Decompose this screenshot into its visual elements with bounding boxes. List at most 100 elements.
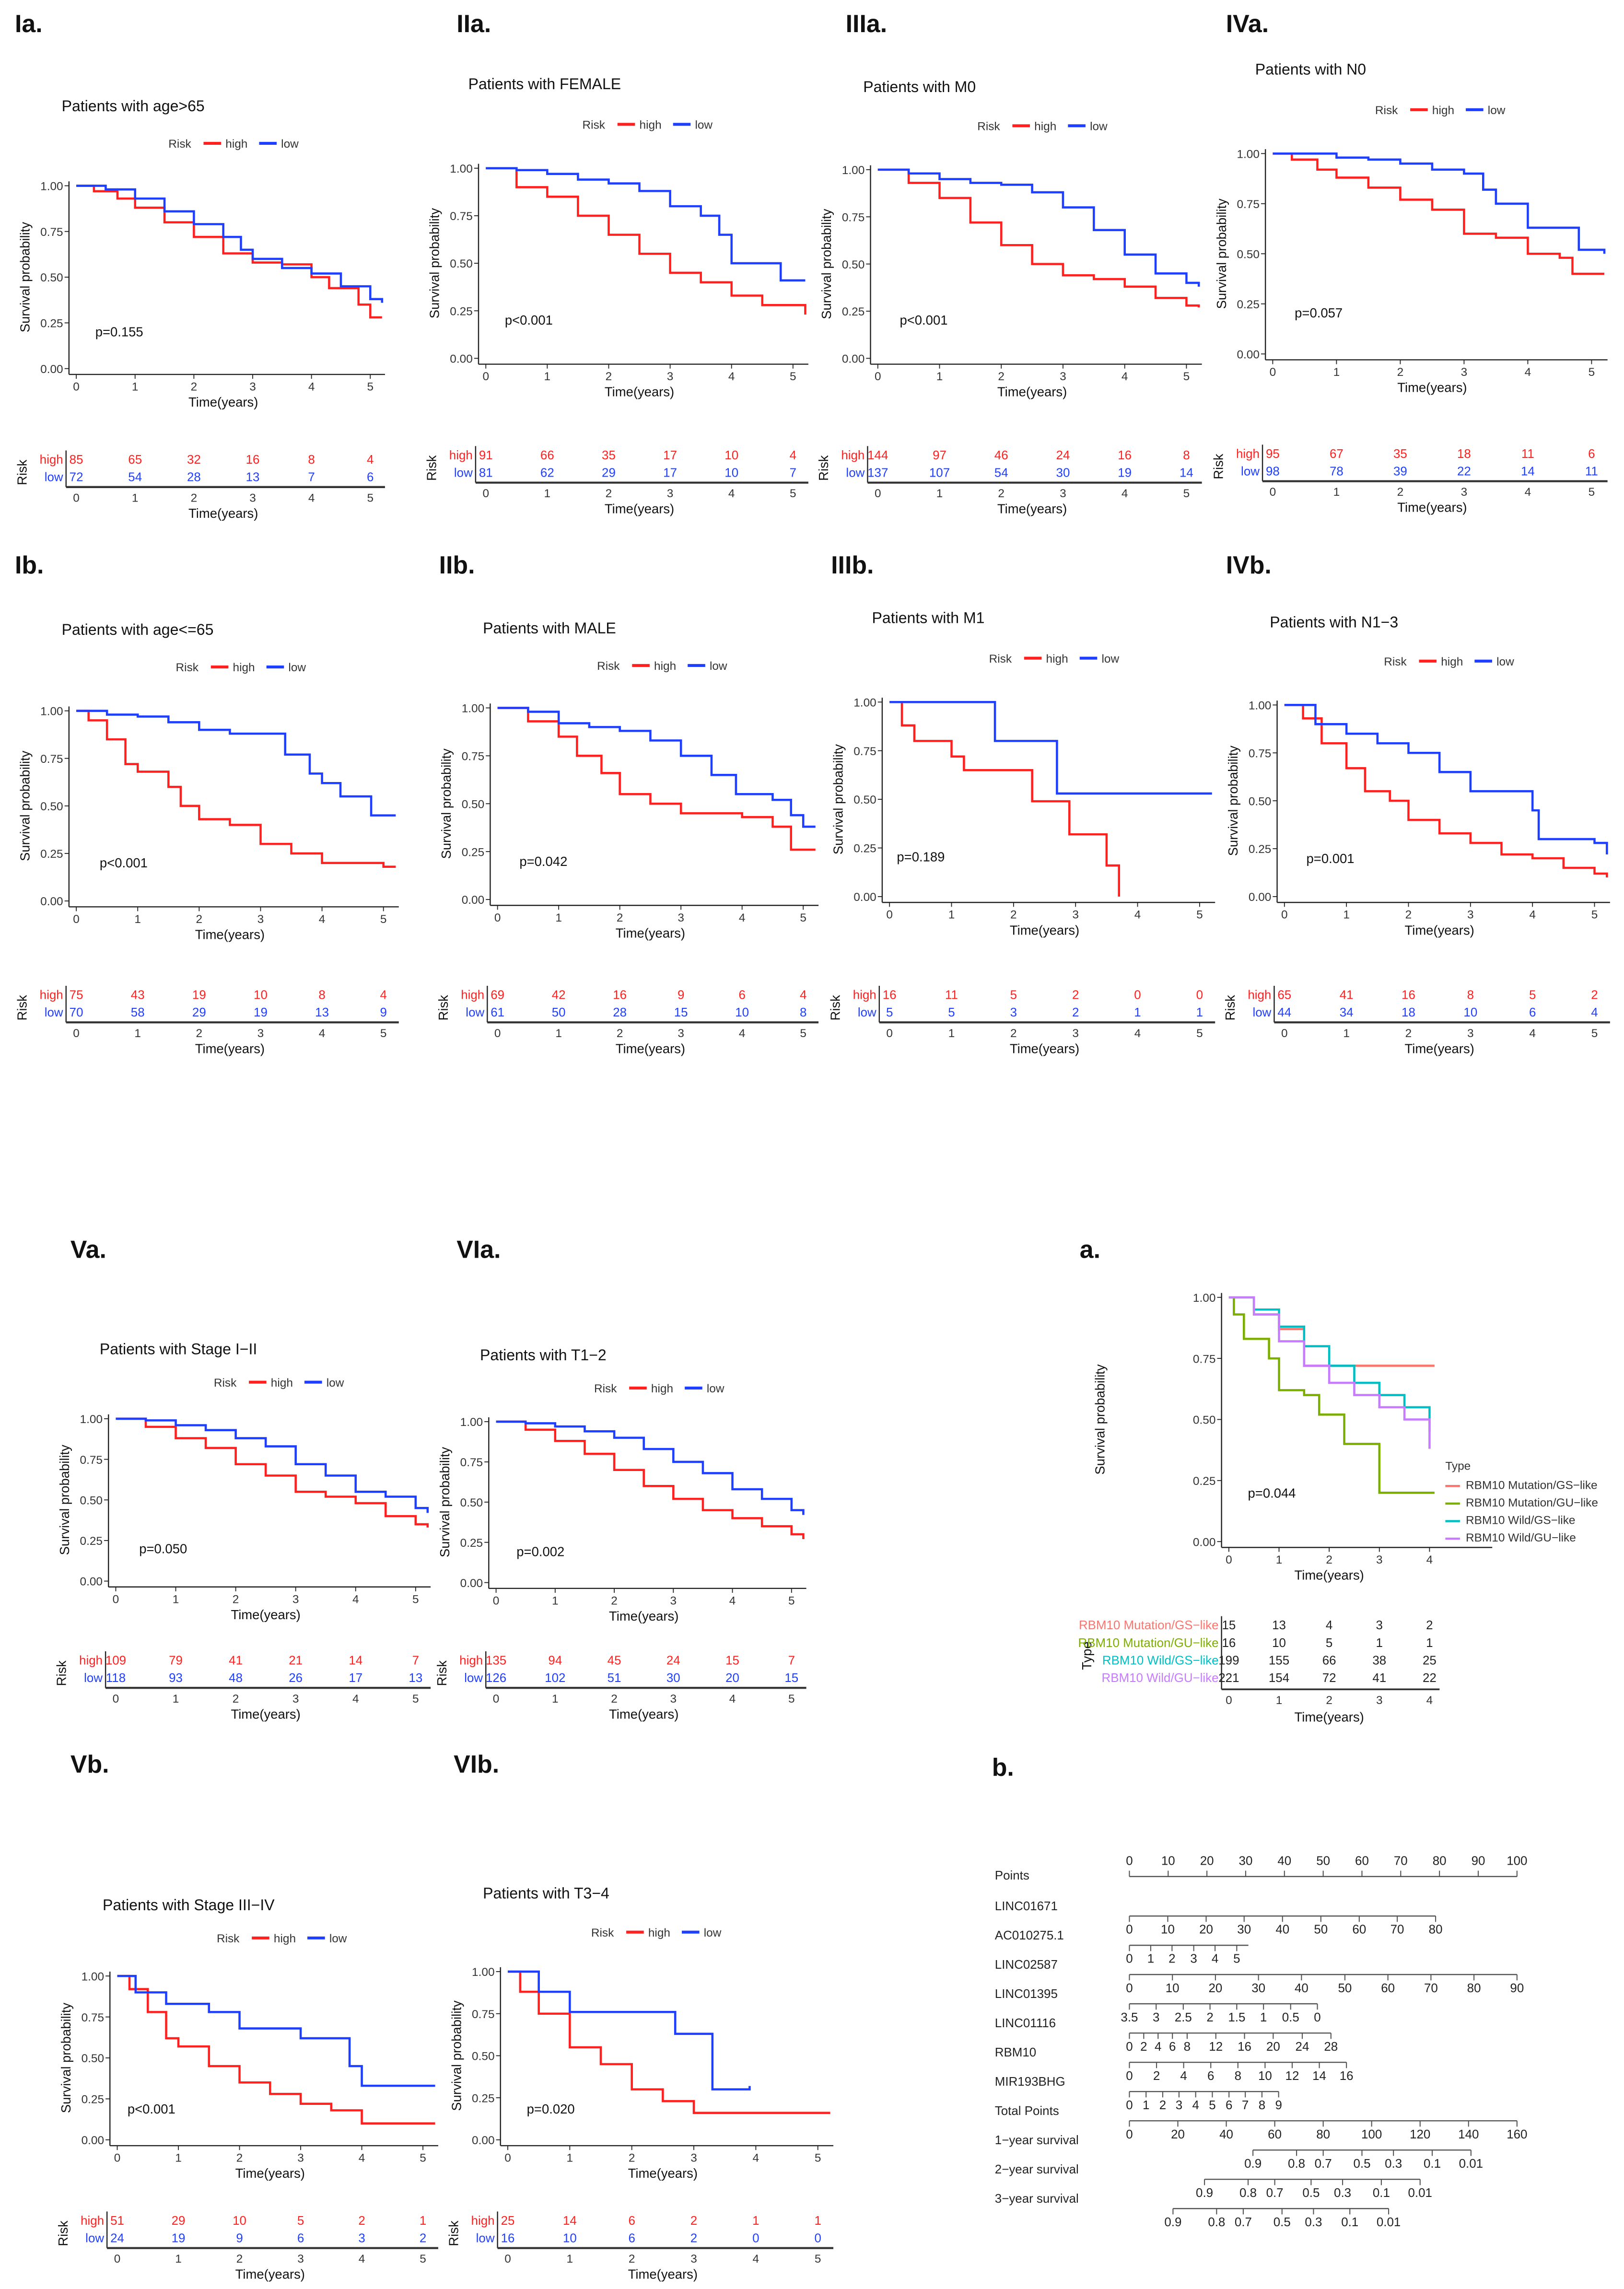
y-tick-label: 0.00 xyxy=(462,894,484,907)
risk-count-high: 4 xyxy=(790,449,796,462)
y-tick-label: 0.75 xyxy=(472,2008,494,2021)
risk-count-high: 16 xyxy=(246,453,260,467)
risk-count-high: 65 xyxy=(1277,988,1291,1002)
risk-x-tick-label: 0 xyxy=(886,1027,893,1040)
x-tick-label: 4 xyxy=(1134,909,1141,922)
risk-x-tick-label: 5 xyxy=(367,491,374,504)
risk-count-low: 44 xyxy=(1277,1006,1291,1019)
y-tick-label: 0.75 xyxy=(1237,198,1259,211)
nomogram-row: 2−year survival 0.9 0.8 0.7 0.5 0.3 0.1 0.01 xyxy=(995,2163,1432,2200)
risk-x-tick-label: 3 xyxy=(1060,487,1066,500)
p-value: p=0.001 xyxy=(1307,851,1355,866)
risk-count-high: 19 xyxy=(192,988,206,1002)
legend: Risk high low xyxy=(168,138,299,151)
y-axis-label: Survival probability xyxy=(57,1445,72,1555)
km-curve-low xyxy=(76,710,396,817)
y-axis-label: Survival probability xyxy=(427,208,442,319)
y-tick-label: 1.00 xyxy=(1237,148,1259,161)
risk-x-tick-label: 1 xyxy=(555,1027,562,1040)
km-panel: a. Type RBM10 Mutation/GS−like RBM10 Mutati… xyxy=(1078,1235,1598,1724)
x-tick-label: 2 xyxy=(236,2152,243,2165)
nomogram-row-label: Total Points xyxy=(995,2104,1059,2118)
risk-count-high: 8 xyxy=(308,453,315,467)
nomogram-tick-label: 0.1 xyxy=(1341,2216,1358,2229)
km-curve-low xyxy=(496,1420,805,1515)
legend-label-low: low xyxy=(327,1377,344,1390)
risk-count-high: 85 xyxy=(70,453,83,467)
km-curve-high xyxy=(76,185,382,319)
risk-x-tick-label: 3 xyxy=(249,491,256,504)
risk-x-axis-label: Time(years) xyxy=(188,506,258,521)
legend: Risk high low xyxy=(989,653,1120,666)
risk-x-tick-label: 3 xyxy=(292,1693,299,1705)
km-curve-high xyxy=(508,1970,830,2114)
nomogram-tick-label: 0.7 xyxy=(1235,2216,1252,2229)
nomogram-tick-label: 0.5 xyxy=(1282,2011,1299,2024)
risk-count-low: 19 xyxy=(172,2231,186,2245)
risk-count-low: 81 xyxy=(479,466,493,479)
risk-row-label-high: high xyxy=(79,1654,103,1667)
y-tick-label: 1.00 xyxy=(80,1413,103,1426)
legend-label-high: high xyxy=(640,118,662,131)
risk-x-tick-label: 0 xyxy=(114,2253,121,2266)
legend: Risk high low xyxy=(583,118,713,131)
legend-label-high: high xyxy=(1046,653,1068,666)
risk-x-tick-label: 2 xyxy=(236,2253,243,2266)
risk-count-high: 1 xyxy=(814,2214,821,2228)
risk-count-high: 21 xyxy=(289,1654,303,1667)
km-curve-high xyxy=(116,1417,429,1528)
risk-x-tick-label: 1 xyxy=(552,1693,559,1705)
risk-count-high: 1 xyxy=(752,2214,759,2228)
risk-count-high: 43 xyxy=(131,988,145,1002)
risk-table: Risk high 85 65 32 16 8 4 low 72 54 28 13 7 6 0 1 2 3 4 5 Tim… xyxy=(14,450,385,521)
risk-x-tick-label: 3 xyxy=(1461,486,1468,499)
risk-count-low: 28 xyxy=(187,471,201,484)
risk-x-tick-label: 3 xyxy=(1072,1027,1079,1040)
risk-x-tick-label: 3 xyxy=(667,487,674,500)
y-tick-label: 0.00 xyxy=(450,353,472,366)
x-tick-label: 1 xyxy=(1343,909,1350,922)
nomogram-tick-label: 60 xyxy=(1352,1923,1366,1937)
risk-table-title: Type xyxy=(1079,1641,1094,1670)
nomogram-tick-label: 30 xyxy=(1239,1854,1253,1868)
nomogram-tick-label: 2 xyxy=(1159,2099,1166,2112)
risk-count-low: 6 xyxy=(367,471,374,484)
risk-x-tick-label: 5 xyxy=(1589,486,1595,499)
risk-x-tick-label: 2 xyxy=(611,1693,618,1705)
risk-count-low: 5 xyxy=(886,1006,893,1019)
legend-label-high: high xyxy=(651,1382,673,1395)
risk-count: 38 xyxy=(1372,1654,1386,1667)
nomogram-row: LINC01395 3.5 3 2.5 2 1.5 1 0.5 0 xyxy=(995,1987,1321,2024)
risk-x-tick-label: 5 xyxy=(1591,1027,1598,1040)
risk-count-low: 13 xyxy=(246,471,260,484)
nomogram-tick-label: 5 xyxy=(1209,2099,1215,2112)
risk-count-high: 16 xyxy=(613,988,627,1002)
risk-row-label: RBM10 Wild/GS−like xyxy=(1102,1654,1219,1667)
x-tick-label: 2 xyxy=(617,911,623,924)
risk-x-axis-label: Time(years) xyxy=(628,2267,698,2282)
x-tick-label: 3 xyxy=(678,911,684,924)
risk-x-tick-label: 1 xyxy=(948,1027,955,1040)
risk-row-label-low: low xyxy=(45,1006,63,1019)
risk-x-tick-label: 4 xyxy=(739,1027,746,1040)
risk-count: 16 xyxy=(1222,1636,1236,1650)
plot-title: Patients with M1 xyxy=(872,609,985,627)
risk-count: 4 xyxy=(1326,1619,1332,1632)
risk-count-low: 6 xyxy=(1529,1006,1536,1019)
legend-label: RBM10 Wild/GU−like xyxy=(1466,1531,1576,1544)
risk-x-tick-label: 2 xyxy=(617,1027,623,1040)
plot-title: Patients with age>65 xyxy=(62,97,205,115)
risk-x-tick-label: 0 xyxy=(494,1027,501,1040)
risk-count-high: 97 xyxy=(933,449,946,462)
nomogram-tick-label: 0.01 xyxy=(1377,2216,1401,2229)
risk-count-low: 107 xyxy=(929,466,950,479)
x-tick-label: 3 xyxy=(670,1594,677,1607)
nomogram-tick-label: 140 xyxy=(1458,2128,1479,2141)
panel-label: VIb. xyxy=(454,1750,499,1778)
risk-count-low: 20 xyxy=(725,1671,739,1685)
risk-x-axis-label: Time(years) xyxy=(235,2267,305,2282)
risk-table: Risk high 51 29 10 5 2 1 low 24 19 9 6 3 2 0 1 2 3 4 5 Time(y… xyxy=(56,2211,438,2282)
y-tick-label: 0.00 xyxy=(1249,891,1271,904)
legend: Risk high low xyxy=(1375,104,1506,117)
